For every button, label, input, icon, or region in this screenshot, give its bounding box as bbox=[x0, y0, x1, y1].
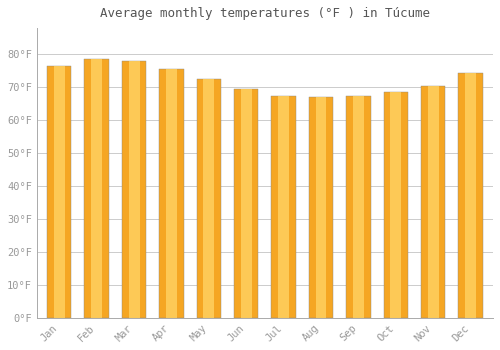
Bar bbox=[91, 60, 102, 318]
Bar bbox=[160, 69, 184, 318]
Title: Average monthly temperatures (°F ) in Túcume: Average monthly temperatures (°F ) in Tú… bbox=[100, 7, 430, 20]
Bar bbox=[346, 96, 370, 318]
Bar bbox=[47, 66, 72, 318]
Bar bbox=[166, 69, 177, 318]
Bar bbox=[309, 97, 333, 318]
Bar bbox=[54, 66, 64, 318]
Bar bbox=[128, 61, 140, 318]
Bar bbox=[278, 96, 289, 318]
Bar bbox=[316, 97, 326, 318]
Bar bbox=[122, 61, 146, 318]
Bar bbox=[84, 60, 109, 318]
Bar bbox=[204, 79, 214, 318]
Bar bbox=[384, 92, 408, 318]
Bar bbox=[458, 72, 483, 318]
Bar bbox=[428, 86, 438, 318]
Bar bbox=[465, 72, 476, 318]
Bar bbox=[390, 92, 402, 318]
Bar bbox=[241, 89, 252, 318]
Bar bbox=[272, 96, 296, 318]
Bar bbox=[421, 86, 446, 318]
Bar bbox=[353, 96, 364, 318]
Bar bbox=[196, 79, 221, 318]
Bar bbox=[234, 89, 258, 318]
